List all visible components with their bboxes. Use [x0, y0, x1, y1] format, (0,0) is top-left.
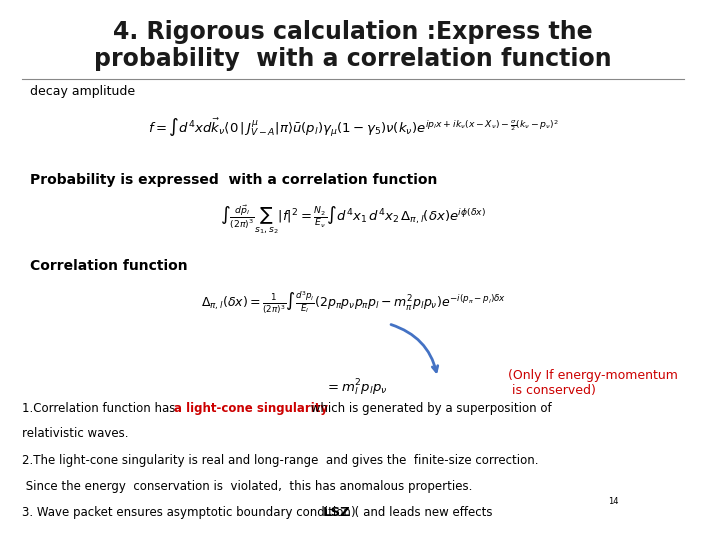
Text: probability  with a correlation function: probability with a correlation function	[94, 47, 612, 71]
Text: Probability is expressed  with a correlation function: Probability is expressed with a correlat…	[30, 173, 437, 187]
Text: 3. Wave packet ensures asymptotic boundary condition (: 3. Wave packet ensures asymptotic bounda…	[22, 507, 360, 519]
Text: relativistic waves.: relativistic waves.	[22, 427, 129, 441]
Text: which is generated by a superposition of: which is generated by a superposition of	[307, 402, 552, 415]
Text: Correlation function: Correlation function	[30, 259, 187, 273]
Text: 14: 14	[608, 497, 618, 505]
Text: 1.Correlation function has: 1.Correlation function has	[22, 402, 179, 415]
Text: $= m_l^2 p_l p_{\nu}$: $= m_l^2 p_l p_{\nu}$	[325, 377, 387, 398]
Text: $f = \int d^4x d\vec{k}_{\nu}\langle 0\, |\, J^{\mu}_{V-A}|\pi\rangle\bar{u}(p_l: $f = \int d^4x d\vec{k}_{\nu}\langle 0\,…	[148, 117, 559, 139]
Text: decay amplitude: decay amplitude	[30, 85, 135, 98]
Text: LSZ: LSZ	[323, 507, 351, 519]
Text: $\Delta_{\pi,l}(\delta x) = \frac{1}{(2\pi)^3}\int \frac{d^3 p_l}{E_l}(2p_{\pi}p: $\Delta_{\pi,l}(\delta x) = \frac{1}{(2\…	[201, 289, 506, 316]
Text: Since the energy  conservation is  violated,  this has anomalous properties.: Since the energy conservation is violate…	[22, 480, 473, 493]
Text: 4. Rigorous calculation :Express the: 4. Rigorous calculation :Express the	[113, 20, 593, 44]
Text: a light-cone singularity: a light-cone singularity	[174, 402, 328, 415]
Text: $\int \frac{d\vec{p}_l}{(2\pi)^3}\sum_{s_1,s_2}|f|^2 = \frac{N_2}{E_{\nu}}\int d: $\int \frac{d\vec{p}_l}{(2\pi)^3}\sum_{s…	[220, 203, 486, 235]
Text: )  and leads new effects: ) and leads new effects	[351, 507, 492, 519]
Text: (Only If energy-momentum
 is conserved): (Only If energy-momentum is conserved)	[508, 369, 678, 397]
Text: 2.The light-cone singularity is real and long-range  and gives the  finite-size : 2.The light-cone singularity is real and…	[22, 454, 539, 467]
